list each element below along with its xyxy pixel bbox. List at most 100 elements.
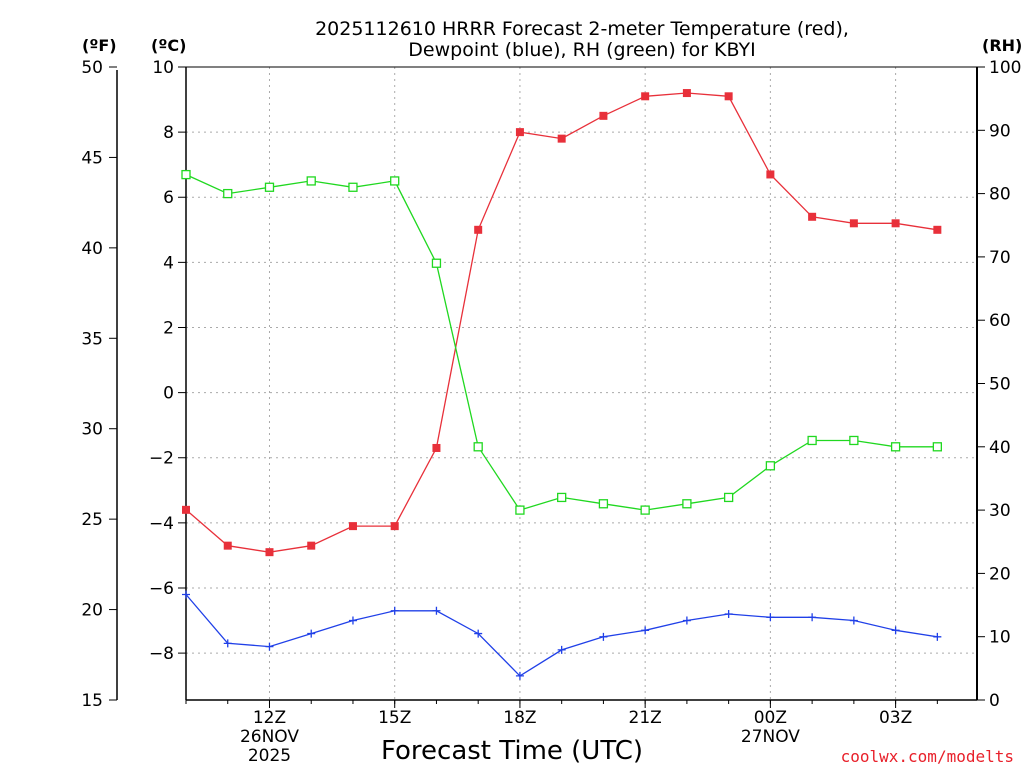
- fahrenheit-tick-label: 50: [81, 58, 103, 78]
- temperature-point: [474, 225, 483, 234]
- chart-title-line2: Dewpoint (blue), RH (green) for KBYI: [408, 39, 755, 61]
- rh-series-line: [185, 174, 938, 511]
- temperature-point: [933, 225, 942, 234]
- temperature-point: [515, 128, 524, 137]
- celsius-tick-label: −2: [149, 449, 174, 469]
- dewpoint-point: [933, 632, 942, 641]
- celsius-tick-label: −4: [149, 514, 174, 534]
- temperature-series-line: [185, 92, 938, 553]
- temperature-point: [432, 443, 441, 452]
- temperature-point: [682, 89, 691, 98]
- celsius-tick-label: 4: [163, 253, 174, 273]
- rh-tick-label: 20: [989, 564, 1011, 584]
- rh-tick-label: 60: [989, 311, 1011, 331]
- dewpoint-point: [724, 610, 733, 619]
- celsius-tick-label: 10: [152, 58, 174, 78]
- fahrenheit-tick-label: 40: [81, 239, 103, 259]
- dewpoint-point: [432, 606, 441, 615]
- celsius-tick-label: 0: [163, 384, 174, 404]
- dewpoint-point: [849, 616, 858, 625]
- celsius-tick-label: 2: [163, 318, 174, 338]
- temperature-point: [265, 548, 274, 557]
- celsius-tick-label: 8: [163, 123, 174, 143]
- rh-point: [390, 176, 400, 186]
- rh-tick-label: 10: [989, 628, 1011, 648]
- fahrenheit-axis-label: (ºF): [82, 36, 117, 55]
- dewpoint-series-line: [185, 594, 938, 677]
- dewpoint-point: [182, 590, 190, 599]
- temperature-point: [724, 92, 733, 101]
- temperature-point: [182, 505, 190, 514]
- fahrenheit-tick-label: 30: [81, 420, 103, 440]
- dewpoint-point: [682, 616, 691, 625]
- rh-point: [598, 499, 609, 509]
- celsius-tick-label: 6: [163, 188, 174, 208]
- fahrenheit-tick-label: 45: [81, 148, 103, 168]
- rh-tick-label: 90: [989, 121, 1011, 141]
- rh-point: [557, 492, 567, 503]
- dewpoint-point: [891, 626, 900, 635]
- temperature-point: [766, 170, 775, 179]
- time-tick-label: 00Z: [754, 708, 787, 728]
- dewpoint-point: [515, 671, 524, 680]
- credit-link[interactable]: coolwx.com/modelts: [841, 747, 1014, 766]
- rh-tick-label: 100: [989, 58, 1021, 78]
- rh-point: [682, 499, 692, 509]
- date-label: 27NOV: [741, 727, 800, 747]
- temperature-point: [557, 134, 566, 143]
- temperature-point: [891, 219, 900, 228]
- dewpoint-point: [557, 645, 566, 654]
- temperature-point: [307, 541, 316, 550]
- celsius-tick-label: −8: [149, 644, 174, 664]
- rh-point: [181, 169, 191, 180]
- temperature-point: [849, 219, 858, 228]
- dewpoint-point: [474, 629, 483, 638]
- axes: −8−6−4−202468101520253035404550010203040…: [81, 58, 1021, 766]
- celsius-tick-label: −6: [149, 579, 174, 599]
- rh-point: [640, 505, 650, 515]
- fahrenheit-tick-label: 25: [81, 510, 103, 530]
- dewpoint-point: [641, 626, 650, 635]
- date-label: 26NOV: [240, 727, 299, 747]
- rh-axis-label: (RH): [982, 36, 1022, 55]
- fahrenheit-tick-label: 35: [81, 329, 103, 349]
- x-axis-title: Forecast Time (UTC): [381, 736, 643, 766]
- rh-point: [890, 442, 901, 452]
- rh-point: [348, 182, 358, 192]
- dewpoint-point: [307, 629, 316, 638]
- rh-point: [264, 182, 275, 192]
- time-tick-label: 03Z: [879, 708, 912, 728]
- dewpoint-point: [265, 642, 274, 651]
- dewpoint-point: [348, 616, 357, 625]
- grid-lines: [186, 66, 977, 700]
- time-tick-label: 18Z: [503, 708, 536, 728]
- data-series: [181, 89, 942, 680]
- rh-tick-label: 30: [989, 501, 1011, 521]
- dewpoint-point: [599, 632, 608, 641]
- dewpoint-point: [766, 613, 775, 622]
- rh-point: [765, 461, 776, 471]
- temperature-point: [223, 541, 232, 550]
- chart-title-line1: 2025112610 HRRR Forecast 2-meter Tempera…: [315, 18, 849, 40]
- rh-point: [723, 492, 734, 503]
- dewpoint-point: [808, 613, 817, 622]
- temperature-point: [390, 522, 399, 531]
- time-tick-label: 12Z: [253, 708, 286, 728]
- rh-point: [807, 435, 817, 446]
- celsius-axis-label: (ºC): [151, 36, 186, 55]
- fahrenheit-tick-label: 15: [81, 691, 103, 711]
- dewpoint-point: [223, 639, 232, 648]
- year-label: 2025: [248, 746, 291, 766]
- time-tick-label: 21Z: [629, 708, 662, 728]
- rh-point: [306, 176, 316, 186]
- rh-tick-label: 40: [989, 438, 1011, 458]
- time-tick-label: 15Z: [378, 708, 411, 728]
- rh-point: [431, 258, 442, 268]
- temperature-point: [348, 522, 357, 531]
- rh-tick-label: 70: [989, 248, 1011, 268]
- rh-point: [473, 442, 483, 452]
- rh-point: [849, 435, 859, 446]
- temperature-point: [641, 92, 650, 101]
- temperature-point: [599, 111, 608, 120]
